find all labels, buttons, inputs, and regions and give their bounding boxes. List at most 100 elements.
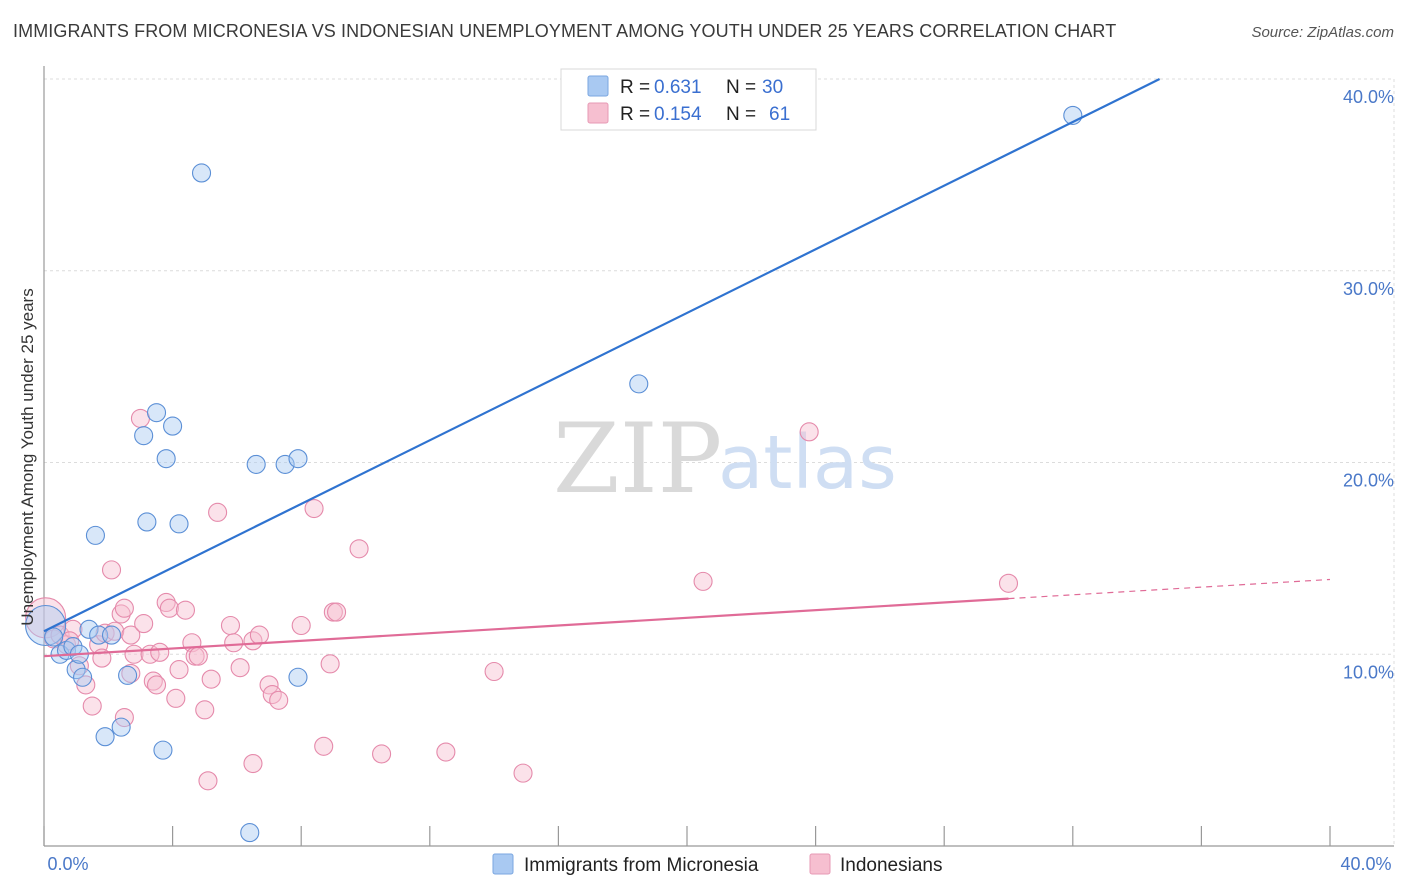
indonesians-point bbox=[243, 753, 263, 774]
micronesia-point bbox=[629, 374, 649, 394]
bottom-legend-label-blue: Immigrants from Micronesia bbox=[524, 855, 759, 876]
indonesians-point bbox=[249, 625, 269, 645]
indonesians-point bbox=[156, 592, 176, 613]
indonesians-point bbox=[63, 619, 83, 639]
indonesians-point bbox=[134, 614, 154, 634]
bottom-legend-swatch-blue bbox=[492, 853, 514, 875]
indonesians-point bbox=[208, 502, 228, 522]
micronesia-point bbox=[156, 449, 176, 469]
micronesia-point bbox=[169, 514, 189, 534]
micronesia-point bbox=[85, 525, 105, 545]
axes bbox=[43, 66, 1394, 847]
indonesians-point bbox=[320, 654, 340, 674]
chart-title: IMMIGRANTS FROM MICRONESIA VS INDONESIAN… bbox=[13, 21, 1117, 41]
bottom-legend: Immigrants from Micronesia Indonesians bbox=[492, 853, 942, 876]
micronesia-point bbox=[288, 667, 308, 687]
indonesians-point bbox=[230, 658, 250, 678]
y-tick-label: 40.0% bbox=[1343, 87, 1394, 107]
indonesians-point bbox=[224, 633, 244, 653]
indonesians-point bbox=[105, 621, 125, 641]
indonesians-point bbox=[327, 602, 347, 622]
indonesians-point bbox=[799, 422, 819, 442]
indonesians-point bbox=[372, 744, 392, 764]
watermark-zip: ZIP bbox=[553, 403, 722, 515]
micronesia-point bbox=[66, 660, 86, 680]
indonesians-point bbox=[484, 661, 504, 682]
y-tick-label: 10.0% bbox=[1343, 662, 1394, 682]
legend-swatch-pink bbox=[587, 102, 609, 124]
grid-lines bbox=[44, 78, 1395, 846]
indonesians-point bbox=[314, 736, 334, 756]
watermark-atlas: atlas bbox=[718, 420, 897, 506]
x-tick-label: 0.0% bbox=[47, 854, 88, 874]
indonesians-point bbox=[195, 700, 215, 720]
indonesians-point bbox=[124, 644, 144, 664]
micronesia-point bbox=[153, 740, 173, 760]
indonesians-point bbox=[69, 656, 89, 676]
micronesia-point bbox=[191, 163, 212, 183]
micronesia-point bbox=[134, 426, 154, 446]
micronesia-point bbox=[118, 665, 138, 685]
micronesia-point bbox=[73, 667, 93, 687]
indonesians-point bbox=[349, 539, 369, 559]
indonesians-point bbox=[121, 625, 141, 645]
source-label: Source: ZipAtlas.com bbox=[1251, 24, 1394, 41]
bottom-legend-label-pink: Indonesians bbox=[840, 855, 942, 876]
indonesians-point bbox=[201, 669, 221, 689]
indonesians-point bbox=[130, 408, 150, 428]
indonesians-point bbox=[304, 498, 324, 519]
indonesians-point bbox=[269, 690, 289, 710]
indonesians-point bbox=[76, 675, 96, 695]
micronesia-point bbox=[25, 604, 67, 647]
indonesians-trend-extension bbox=[1008, 578, 1331, 600]
indonesians-point bbox=[175, 600, 196, 620]
indonesians-point bbox=[114, 598, 134, 618]
indonesians-point bbox=[159, 598, 179, 618]
y-tick-label: 30.0% bbox=[1343, 279, 1394, 299]
micronesia-point bbox=[137, 512, 157, 532]
indonesians-point bbox=[220, 615, 241, 636]
x-tick-labels: 0.0% 40.0% bbox=[47, 854, 1391, 874]
legend-r-value-1: 0.631 bbox=[654, 77, 702, 98]
micronesia-point bbox=[111, 717, 131, 737]
micronesia-point bbox=[44, 627, 64, 647]
indonesians-trend-line bbox=[43, 597, 1009, 658]
legend-swatch-blue bbox=[587, 75, 609, 97]
legend-n-label-2: N = bbox=[726, 104, 756, 125]
watermark: ZIP atlas bbox=[553, 403, 897, 515]
micronesia-point bbox=[240, 823, 260, 843]
y-axis-label: Unemployment Among Youth under 25 years bbox=[18, 288, 37, 625]
micronesia-point bbox=[288, 449, 308, 469]
micronesia-point bbox=[146, 403, 167, 423]
micronesia-point bbox=[101, 625, 122, 645]
legend-r-label-1: R = bbox=[620, 77, 650, 98]
indonesians-point bbox=[143, 671, 163, 691]
indonesians-point bbox=[169, 660, 189, 680]
x-tick-label: 40.0% bbox=[1340, 854, 1391, 874]
indonesians-point bbox=[95, 623, 115, 643]
indonesians-point bbox=[436, 742, 456, 762]
trend-lines bbox=[43, 78, 1331, 658]
y-tick-labels: 10.0% 20.0% 30.0% 40.0% bbox=[1343, 87, 1394, 682]
micronesia-point bbox=[79, 619, 99, 639]
micronesia-point bbox=[246, 454, 266, 474]
indonesians-point bbox=[146, 675, 167, 695]
legend-n-value-2: 61 bbox=[769, 104, 790, 125]
indonesians-point bbox=[188, 646, 208, 666]
legend-n-label-1: N = bbox=[726, 77, 756, 98]
indonesians-point bbox=[198, 771, 218, 791]
micronesia-point bbox=[63, 637, 83, 657]
y-tick-label: 20.0% bbox=[1343, 471, 1394, 491]
indonesians-point bbox=[150, 642, 170, 662]
indonesians-point bbox=[121, 663, 141, 683]
indonesians-point bbox=[82, 696, 102, 716]
indonesians-point bbox=[166, 688, 186, 708]
legend-r-value-2: 0.154 bbox=[654, 104, 702, 125]
indonesians-point bbox=[513, 763, 533, 783]
legend-n-value-1: 30 bbox=[762, 77, 783, 98]
micronesia-point bbox=[163, 416, 183, 436]
indonesians-point bbox=[998, 573, 1019, 593]
indonesians-point bbox=[693, 571, 713, 591]
indonesians-point bbox=[111, 604, 131, 624]
